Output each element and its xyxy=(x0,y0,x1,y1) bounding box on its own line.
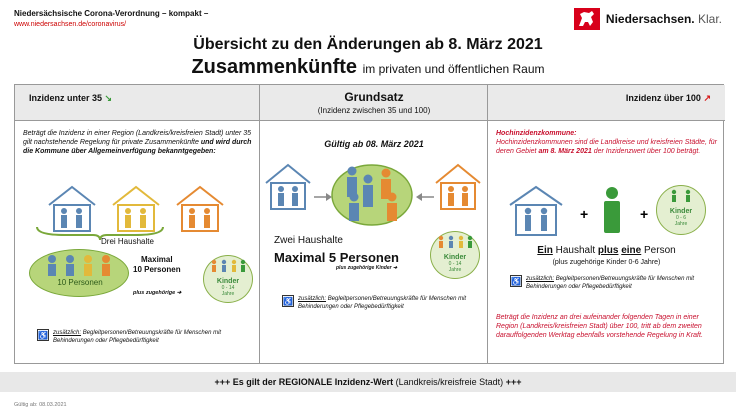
arrow-down-right-icon: ↘ xyxy=(104,93,113,103)
column-over-100: Inzidenz über 100 ↗ Hochinzidenzkommune:… xyxy=(488,85,725,363)
kinder-age-1: 0 - 6 xyxy=(675,215,686,221)
kinder-age-2: Jahre xyxy=(674,221,688,227)
red-date: am 8. März 2021 xyxy=(538,148,592,155)
column-head: Grundsatz (Inzidenz zwischen 35 und 100) xyxy=(260,85,487,121)
title-main: Zusammenkünfte xyxy=(191,56,358,78)
title-sub: im privaten und öffentlichen Raum xyxy=(362,62,545,76)
wheelchair-icon: ♿ xyxy=(37,329,49,341)
kinder-age-1: 0 - 14 xyxy=(448,261,462,267)
kinder-circle: Kinder 0 - 14 Jahre xyxy=(430,231,480,279)
kinder-label: Kinder xyxy=(216,278,240,285)
svg-text:+: + xyxy=(580,206,588,222)
logo-text: Niedersachsen. xyxy=(605,12,695,26)
kinder-label: Kinder xyxy=(443,254,467,261)
col1-description: Beträgt die Inzidenz in einer Region (La… xyxy=(23,130,252,155)
column-grundsatz: Grundsatz (Inzidenz zwischen 35 und 100)… xyxy=(260,85,488,363)
page-title-2: Zusammenkünfte im privaten und öffentlic… xyxy=(0,56,736,79)
horse-logo-icon xyxy=(573,8,600,30)
children-icon xyxy=(438,235,473,248)
logo-suffix: Klar. xyxy=(697,12,722,26)
one-household-plus-one-icon: + + xyxy=(509,185,648,236)
acc-prefix: zusätzlich: xyxy=(526,276,555,282)
footer-end: +++ xyxy=(505,377,522,387)
kinder-age-2: Jahre xyxy=(448,267,462,273)
max-persons: 10 Personen xyxy=(133,265,181,274)
three-households-label: Drei Haushalte xyxy=(101,237,154,246)
persons-ellipse: 10 Personen xyxy=(29,249,129,297)
wheelchair-icon: ♿ xyxy=(510,275,522,287)
two-households-icon xyxy=(265,163,481,226)
ellipse-label: 10 Personen xyxy=(57,278,103,287)
kinder-circle: Kinder 0 - 14 Jahre xyxy=(203,255,253,303)
two-households-label: Zwei Haushalte xyxy=(274,235,343,246)
one-household-sub: (plus zugehörige Kinder 0-6 Jahre) xyxy=(552,259,661,266)
footer-band: +++ Es gilt der REGIONALE Inzidenz-Wert … xyxy=(0,372,736,392)
arrow-right-icon: ➔ xyxy=(176,290,182,296)
wheelchair-icon: ♿ xyxy=(282,295,294,307)
kinder-circle: Kinder 0 - 6 Jahre xyxy=(656,185,706,235)
col1-bold: und wird durch die Kommune über Allgemei… xyxy=(23,139,252,155)
hochinzidenz-note: Hochinzidenzkommune: Hochinzidenzkommune… xyxy=(496,130,718,155)
column-head: Inzidenz unter 35 ↘ xyxy=(15,85,259,121)
valid-date: Gültig ab: 08.03.2021 xyxy=(14,402,67,408)
column-head: Inzidenz über 100 ↗ xyxy=(488,85,725,121)
max-persons: Maximal 5 Personen xyxy=(274,250,399,265)
accessibility-note: ♿ zusätzlich: Begleitpersonen/Betreuungs… xyxy=(37,329,252,345)
children-icon xyxy=(211,259,246,272)
arrow-right-icon: ➔ xyxy=(392,265,398,271)
acc-text: Begleitpersonen/Betreuungskräfte für Men… xyxy=(298,296,467,310)
doc-subtitle: Niedersächsische Corona-Verordnung – kom… xyxy=(14,9,209,18)
footer-normal: (Landkreis/kreisfreie Stadt) xyxy=(395,377,504,387)
svg-text:+: + xyxy=(640,206,648,222)
kinder-age-2: Jahre xyxy=(221,291,235,297)
acc-prefix: zusätzlich: xyxy=(53,330,82,336)
children-icon xyxy=(671,189,691,202)
acc-text: Begleitpersonen/Betreuungskräfte für Men… xyxy=(526,276,695,290)
footer-bold: +++ Es gilt der REGIONALE Inzidenz-Wert xyxy=(214,377,394,387)
kinder-age-1: 0 - 14 xyxy=(221,285,235,291)
red-title: Hochinzidenzkommune: xyxy=(496,130,577,137)
accessibility-note: ♿ zusätzlich: Begleitpersonen/Betreuungs… xyxy=(282,295,482,311)
max-label: Maximal xyxy=(141,255,173,264)
page-title: Übersicht zu den Änderungen ab 8. März 2… xyxy=(193,36,543,53)
acc-prefix: zusätzlich: xyxy=(298,296,327,302)
one-household-label: Ein Haushalt plus eine Person xyxy=(537,245,676,256)
plus-label: plus zugehörige xyxy=(133,290,176,296)
column-under-35: Inzidenz unter 35 ↘ Beträgt die Inzidenz… xyxy=(15,85,260,363)
bracket-icon xyxy=(36,226,164,241)
head-label: Inzidenz unter 35 xyxy=(29,93,103,103)
arrow-up-right-icon: ↗ xyxy=(703,93,711,103)
valid-from: Gültig ab 08. März 2021 xyxy=(324,139,424,149)
people-group-icon xyxy=(48,255,110,276)
head-sublabel: (Inzidenz zwischen 35 und 100) xyxy=(317,106,431,115)
plus-label: plus zugehörige Kinder xyxy=(336,265,392,271)
url-link[interactable]: www.niedersachsen.de/coronavirus/ xyxy=(14,21,127,28)
kinder-label: Kinder xyxy=(669,208,693,215)
head-label: Grundsatz xyxy=(344,90,404,104)
overview-table: Inzidenz unter 35 ↘ Beträgt die Inzidenz… xyxy=(14,84,725,364)
accessibility-note: ♿ zusätzlich: Begleitpersonen/Betreuungs… xyxy=(510,275,720,291)
head-label: Inzidenz über 100 xyxy=(625,93,701,103)
three-households-icon xyxy=(48,185,224,232)
acc-text: Begleitpersonen/Betreuungskräfte für Men… xyxy=(53,330,222,344)
logo: Niedersachsen. Klar. xyxy=(573,8,722,30)
three-days-note: Beträgt die Inzidenz an drei aufeinander… xyxy=(496,314,703,339)
